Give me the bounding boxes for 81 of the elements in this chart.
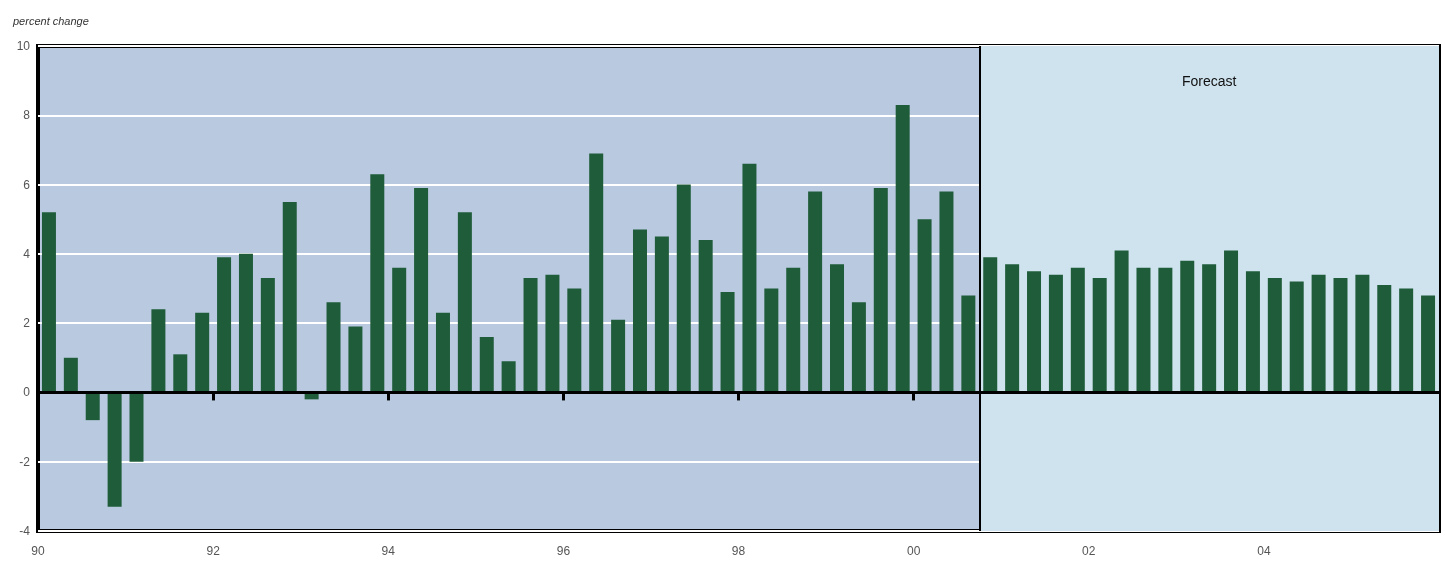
bar <box>1027 271 1042 393</box>
bar <box>238 253 253 393</box>
bar <box>282 201 297 393</box>
bar <box>1048 274 1063 393</box>
bar <box>873 188 888 393</box>
x-tick-label: 00 <box>906 544 921 558</box>
bar <box>1289 281 1304 393</box>
bar <box>217 257 232 393</box>
bar <box>1399 288 1414 393</box>
bar <box>348 326 363 393</box>
bar <box>851 302 866 393</box>
bar <box>764 288 779 393</box>
bar <box>173 354 188 393</box>
bar <box>567 288 582 393</box>
bar <box>786 267 801 393</box>
bar <box>195 312 210 393</box>
bar <box>632 229 647 393</box>
bar <box>1355 274 1370 393</box>
bar <box>326 302 341 393</box>
bar <box>1377 285 1392 393</box>
bar <box>654 236 669 393</box>
bar <box>1136 267 1151 393</box>
bar <box>414 188 429 393</box>
bar <box>1092 278 1107 393</box>
x-tick-label: 02 <box>1082 544 1096 558</box>
bar <box>63 357 78 393</box>
bar <box>1180 260 1195 393</box>
bar <box>523 278 538 393</box>
bar <box>1333 278 1348 393</box>
bar <box>457 212 472 393</box>
bar <box>41 212 56 393</box>
bar <box>260 278 275 393</box>
bar <box>830 264 845 393</box>
bar <box>961 295 976 393</box>
bar <box>1224 250 1239 393</box>
bar <box>939 191 954 393</box>
bar <box>129 392 144 462</box>
y-tick-label: 0 <box>23 385 31 400</box>
bar <box>983 257 998 393</box>
bar <box>1070 267 1085 393</box>
y-tick-label: 4 <box>23 246 31 261</box>
y-tick-label: -4 <box>19 524 31 538</box>
bar <box>917 219 932 393</box>
bar <box>435 312 450 393</box>
bar <box>370 174 385 393</box>
bar <box>1114 250 1129 393</box>
bar <box>151 309 166 393</box>
bar <box>107 392 122 507</box>
x-tick-label: 92 <box>206 544 221 558</box>
bar <box>808 191 823 393</box>
bar <box>545 274 560 393</box>
x-tick-label: 04 <box>1257 544 1271 558</box>
y-tick-label: 10 <box>16 39 31 53</box>
bar <box>1202 264 1217 393</box>
y-axis-title: percent change <box>12 14 89 27</box>
bar <box>1245 271 1260 393</box>
bar <box>589 153 604 393</box>
bar <box>698 240 713 393</box>
bar <box>1311 274 1326 393</box>
bar <box>676 184 691 393</box>
bar <box>1267 278 1282 393</box>
x-tick-label: 98 <box>731 544 746 558</box>
bar <box>895 104 910 393</box>
bar <box>501 361 516 393</box>
bar <box>85 392 100 421</box>
bar <box>720 291 735 393</box>
y-tick-label: -2 <box>19 454 31 469</box>
x-tick-label: 90 <box>31 544 45 558</box>
y-tick-label: 6 <box>23 177 31 192</box>
y-tick-label: 2 <box>23 316 31 331</box>
y-tick-label: 8 <box>23 108 31 123</box>
bar <box>1158 267 1173 393</box>
bar <box>1421 295 1436 393</box>
x-tick-label: 94 <box>381 544 396 558</box>
bar <box>479 337 494 393</box>
x-tick-label: 96 <box>556 544 571 558</box>
bar <box>392 267 407 393</box>
bar <box>742 163 757 393</box>
band-label: Forecast <box>1181 73 1237 89</box>
bar <box>611 319 626 393</box>
bar <box>1005 264 1020 393</box>
